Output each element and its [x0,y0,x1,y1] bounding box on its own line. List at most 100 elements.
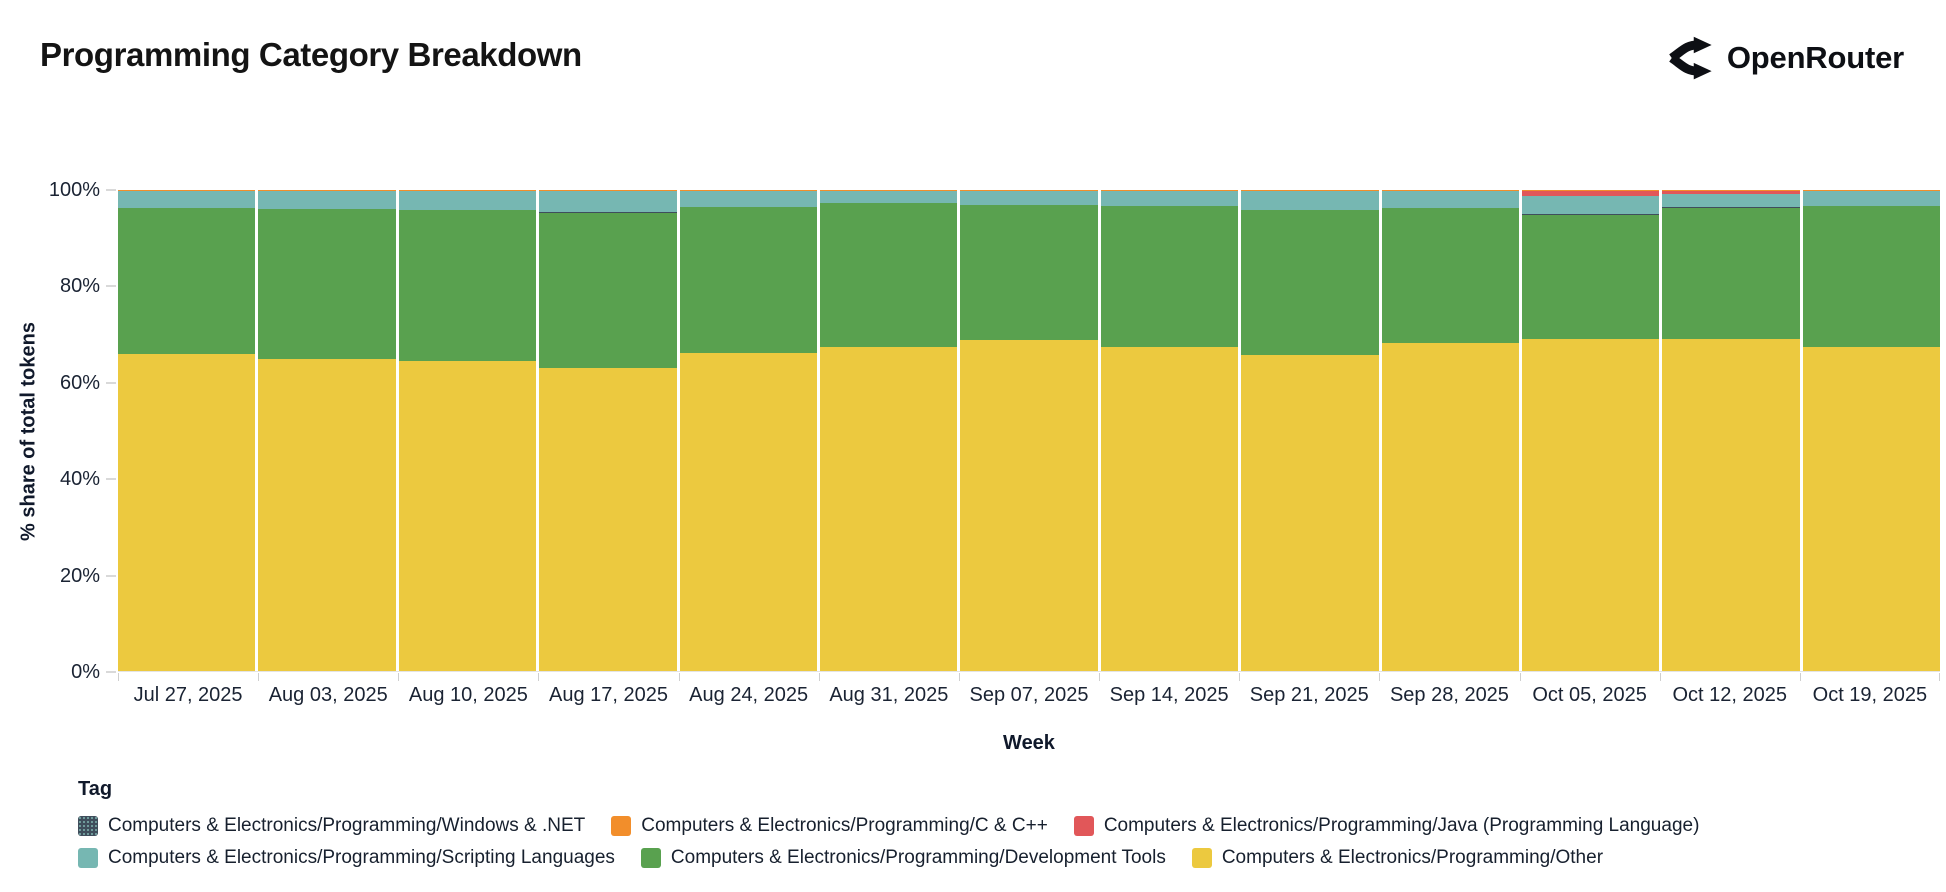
bar-segment-windows_net[interactable] [1381,207,1519,209]
bar-segment-scripting[interactable] [1381,191,1519,208]
bar-segment-dev_tools[interactable] [960,205,1098,340]
bar-Aug 10, 2025[interactable] [398,190,537,671]
bar-segment-c_cpp[interactable] [1381,190,1519,192]
bar-segment-other[interactable] [1802,346,1941,671]
bar-segment-scripting[interactable] [118,191,256,208]
bar-segment-windows_net[interactable] [1241,209,1379,211]
bar-segment-windows_net[interactable] [118,207,256,209]
bar-segment-c_cpp[interactable] [679,190,817,192]
bar-segment-c_cpp[interactable] [398,190,537,192]
bar-segment-other[interactable] [1241,355,1379,671]
x-tick-label: Sep 14, 2025 [1109,684,1229,706]
bar-Oct 12, 2025[interactable] [1662,190,1800,671]
bar-segment-dev_tools[interactable] [398,210,537,362]
bar-Oct 19, 2025[interactable] [1802,190,1941,671]
legend-item-java[interactable]: Computers & Electronics/Programming/Java… [1073,815,1699,837]
x-tick-label: Aug 17, 2025 [549,684,669,706]
bar-segment-windows_net[interactable] [1802,205,1941,207]
bar-segment-scripting[interactable] [679,191,817,207]
bar-segment-windows_net[interactable] [960,204,1098,206]
bar-segment-dev_tools[interactable] [539,213,677,368]
bar-segment-scripting[interactable] [1802,191,1941,206]
bar-Aug 31, 2025[interactable] [819,190,958,671]
bar-Oct 05, 2025[interactable] [1521,190,1660,671]
bar-segment-c_cpp[interactable] [1100,190,1239,192]
bar-segment-scripting[interactable] [1521,195,1660,215]
bar-segment-other[interactable] [1381,342,1519,671]
bar-segment-windows_net[interactable] [1521,214,1660,216]
bar-Jul 27, 2025[interactable] [118,190,256,671]
x-tick-mark [398,673,400,681]
bar-segment-c_cpp[interactable] [1241,190,1379,192]
bar-segment-windows_net[interactable] [398,209,537,211]
bar-segment-c_cpp[interactable] [819,190,958,192]
bar-segment-dev_tools[interactable] [1381,208,1519,343]
bar-segment-dev_tools[interactable] [1100,206,1239,348]
bar-segment-c_cpp[interactable] [258,190,396,192]
y-tick-mark [106,189,116,191]
bar-segment-windows_net[interactable] [819,202,958,204]
bar-segment-java[interactable] [1521,190,1660,196]
legend-label: Computers & Electronics/Programming/Deve… [670,847,1166,868]
bar-segment-scripting[interactable] [819,191,958,203]
bar-segment-scripting[interactable] [1241,191,1379,210]
bar-segment-windows_net[interactable] [539,212,677,214]
bar-segment-java[interactable] [1662,190,1800,195]
bar-segment-other[interactable] [1100,347,1239,671]
bar-segment-c_cpp[interactable] [1802,190,1941,192]
bar-Aug 03, 2025[interactable] [258,190,396,671]
legend-swatch-other [1191,848,1212,868]
bar-Aug 17, 2025[interactable] [539,190,677,671]
bar-segment-other[interactable] [398,361,537,671]
bar-segment-scripting[interactable] [960,191,1098,205]
bar-segment-windows_net[interactable] [1662,207,1800,208]
bar-Sep 28, 2025[interactable] [1381,190,1519,671]
legend-swatch-dev_tools [640,848,661,868]
bar-segment-windows_net[interactable] [258,208,396,210]
bar-segment-c_cpp[interactable] [118,190,256,192]
bar-segment-other[interactable] [258,358,396,671]
bar-segment-windows_net[interactable] [1100,205,1239,207]
bar-segment-scripting[interactable] [1100,191,1239,206]
y-tick-label: 60% [59,371,100,394]
bar-segment-scripting[interactable] [398,191,537,210]
bar-segment-scripting[interactable] [539,191,677,213]
y-axis-title: % share of total tokens [17,322,40,541]
bar-Sep 14, 2025[interactable] [1100,190,1239,671]
bar-segment-dev_tools[interactable] [679,207,817,353]
bar-segment-other[interactable] [1662,338,1800,671]
bar-segment-dev_tools[interactable] [1241,210,1379,356]
bar-Sep 07, 2025[interactable] [960,190,1098,671]
legend-item-scripting[interactable]: Computers & Electronics/Programming/Scri… [78,847,615,869]
bar-segment-c_cpp[interactable] [1521,190,1660,191]
bar-Aug 24, 2025[interactable] [679,190,817,671]
bar-segment-other[interactable] [1521,338,1660,671]
bar-segment-c_cpp[interactable] [960,190,1098,192]
bar-segment-dev_tools[interactable] [1662,207,1800,339]
bar-segment-dev_tools[interactable] [1802,206,1941,347]
bar-Sep 21, 2025[interactable] [1241,190,1379,671]
bar-segment-windows_net[interactable] [679,206,817,208]
bar-segment-scripting[interactable] [1662,194,1800,208]
bar-segment-other[interactable] [118,353,256,671]
bar-segment-other[interactable] [960,339,1098,671]
bar-segment-dev_tools[interactable] [258,209,396,359]
bar-segment-dev_tools[interactable] [1521,215,1660,339]
bar-segment-other[interactable] [539,367,677,671]
openrouter-brand[interactable]: OpenRouter [1669,36,1904,80]
bar-segment-other[interactable] [819,346,958,671]
y-tick-label: 0% [71,661,100,683]
bar-segment-dev_tools[interactable] [819,203,958,347]
legend-item-dev_tools[interactable]: Computers & Electronics/Programming/Deve… [640,847,1166,869]
bar-segment-dev_tools[interactable] [118,208,256,354]
bar-segment-c_cpp[interactable] [539,190,677,192]
brand-name: OpenRouter [1726,40,1904,75]
bar-segment-scripting[interactable] [258,191,396,209]
legend-row: Computers & Electronics/Programming/Scri… [78,847,1699,869]
legend-item-other[interactable]: Computers & Electronics/Programming/Othe… [1191,847,1603,869]
bar-segment-other[interactable] [679,352,817,671]
legend-swatch-c_cpp [611,816,632,836]
y-tick-label: 40% [59,468,100,491]
legend-item-c_cpp[interactable]: Computers & Electronics/Programming/C & … [611,815,1048,837]
legend-item-windows_net[interactable]: Computers & Electronics/Programming/Wind… [78,815,585,837]
